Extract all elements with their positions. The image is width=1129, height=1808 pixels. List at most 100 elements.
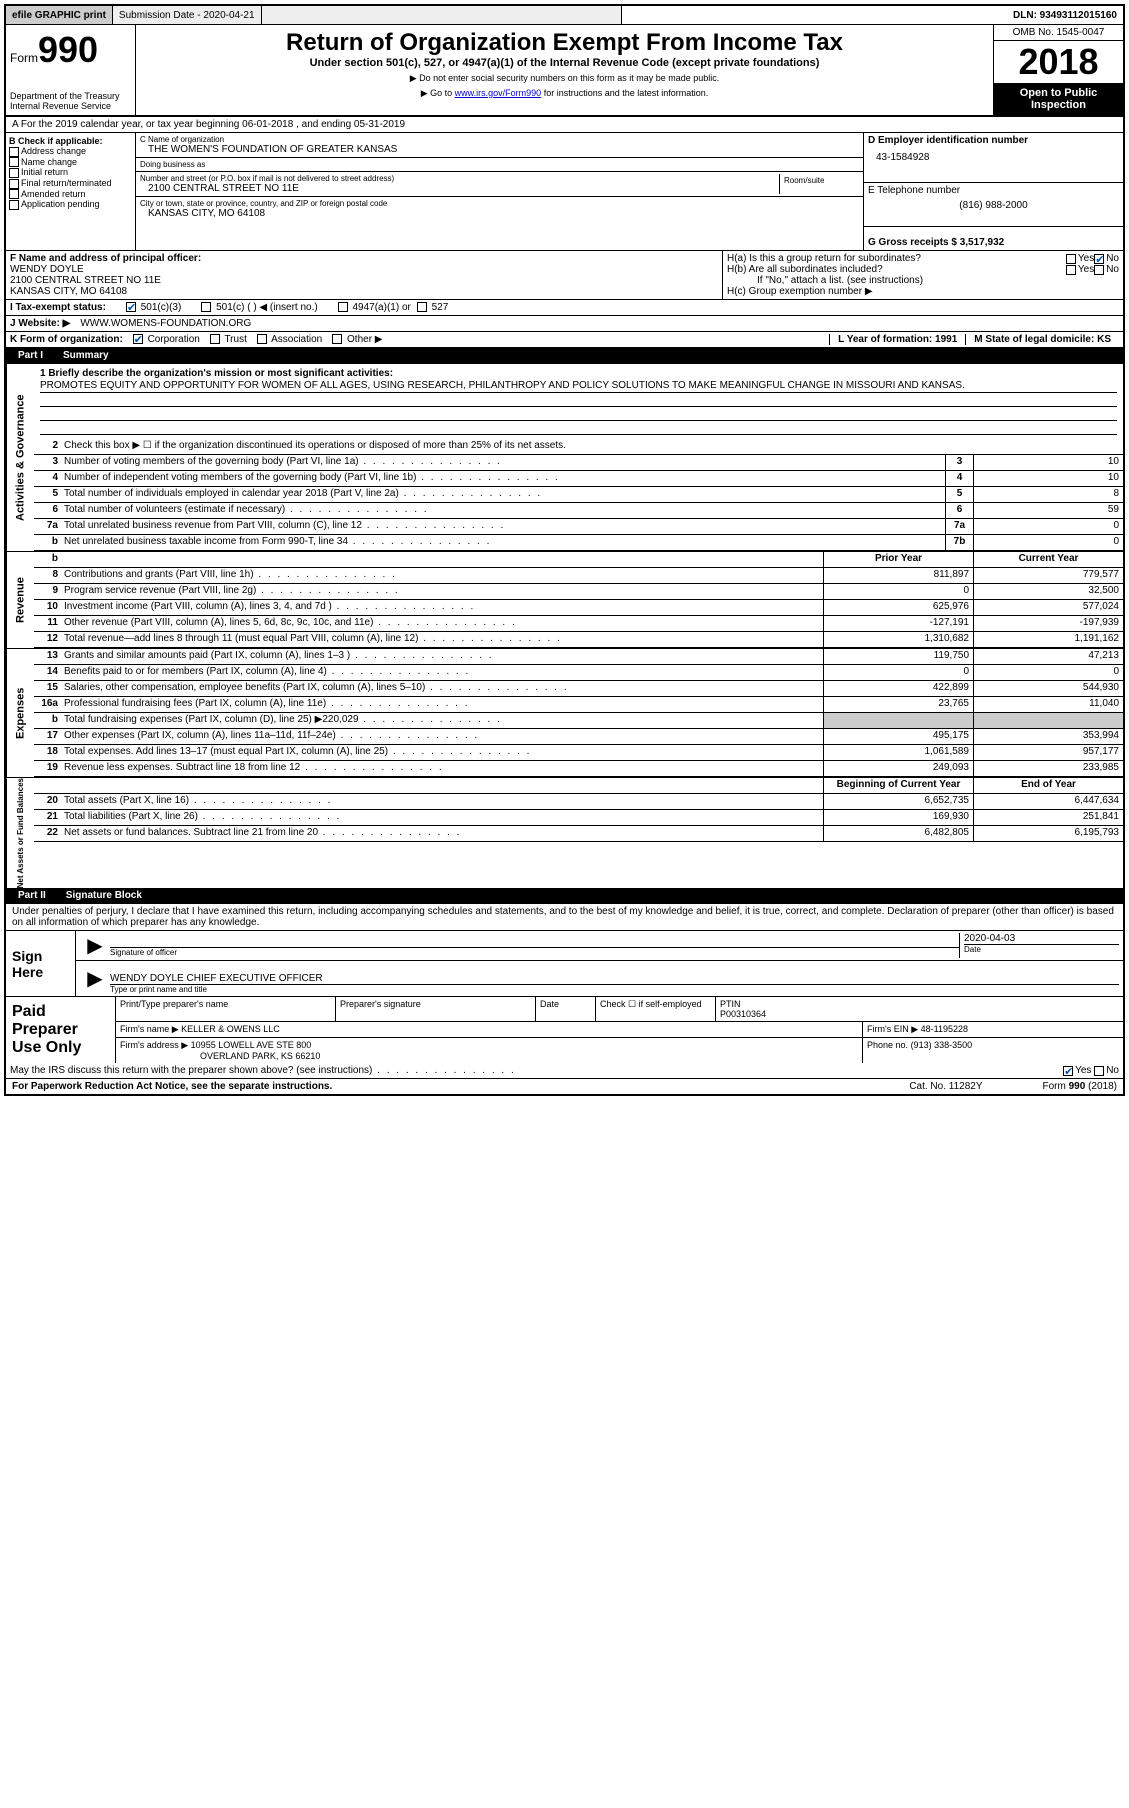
summary-row: 20 Total assets (Part X, line 16) 6,652,… [34, 794, 1123, 810]
summary-row: 21 Total liabilities (Part X, line 26) 1… [34, 810, 1123, 826]
officer-typed-name: WENDY DOYLE CHIEF EXECUTIVE OFFICER [110, 963, 1119, 984]
checkbox-501c[interactable] [201, 302, 211, 312]
cb-label: Name change [21, 157, 77, 167]
line-num: 10 [34, 600, 62, 615]
line-text: Program service revenue (Part VIII, line… [62, 584, 823, 599]
mission-blank [40, 393, 1117, 407]
summary-row: 16a Professional fundraising fees (Part … [34, 697, 1123, 713]
checkbox-application-pending[interactable] [9, 200, 19, 210]
checkbox-corporation[interactable] [133, 334, 143, 344]
line-num: 16a [34, 697, 62, 712]
line-value: 59 [973, 503, 1123, 518]
city-value: KANSAS CITY, MO 64108 [140, 208, 859, 219]
line-text: Check this box ▶ ☐ if the organization d… [62, 439, 1123, 454]
org-name: THE WOMEN'S FOUNDATION OF GREATER KANSAS [140, 144, 859, 155]
checkbox-4947[interactable] [338, 302, 348, 312]
line-value: 0 [973, 519, 1123, 534]
checkbox-501c3[interactable] [126, 302, 136, 312]
cb-label: Final return/terminated [21, 178, 112, 188]
ha-no[interactable] [1094, 254, 1104, 264]
efile-print-button[interactable]: efile GRAPHIC print [6, 6, 113, 24]
expenses-section: Expenses 13 Grants and similar amounts p… [6, 648, 1123, 777]
current-value: 6,447,634 [973, 794, 1123, 809]
line-text: Total number of individuals employed in … [62, 487, 945, 502]
prior-value: 23,765 [823, 697, 973, 712]
ha-yes[interactable] [1066, 254, 1076, 264]
checkbox-initial-return[interactable] [9, 168, 19, 178]
cb-label: Address change [21, 146, 86, 156]
prior-year-header: Prior Year [823, 552, 973, 567]
firm-ein-label: Firm's EIN ▶ [867, 1024, 918, 1034]
netassets-section: Net Assets or Fund Balances Beginning of… [6, 777, 1123, 888]
state-domicile: M State of legal domicile: KS [965, 334, 1119, 345]
checkbox-address-change[interactable] [9, 147, 19, 157]
cb-label: Application pending [21, 199, 100, 209]
current-value: 0 [973, 665, 1123, 680]
hb-no[interactable] [1094, 265, 1104, 275]
dba-label: Doing business as [140, 160, 859, 169]
hb-label: H(b) Are all subordinates included? [727, 264, 1066, 275]
checkbox-trust[interactable] [210, 334, 220, 344]
omb-number: OMB No. 1545-0047 [994, 25, 1123, 41]
discuss-yes[interactable] [1063, 1066, 1073, 1076]
line-num: 15 [34, 681, 62, 696]
sig-officer-label: Signature of officer [110, 947, 959, 957]
part2-label: Part II [6, 888, 58, 903]
line-text: Number of independent voting members of … [62, 471, 945, 486]
line-num: 8 [34, 568, 62, 583]
checkbox-amended-return[interactable] [9, 189, 19, 199]
checkbox-other[interactable] [332, 334, 342, 344]
part1-title: Summary [55, 348, 117, 363]
line-text: Revenue less expenses. Subtract line 18 … [62, 761, 823, 776]
current-value: 32,500 [973, 584, 1123, 599]
instructions-link[interactable]: www.irs.gov/Form990 [455, 88, 542, 98]
summary-row: 22 Net assets or fund balances. Subtract… [34, 826, 1123, 842]
summary-row: b Net unrelated business taxable income … [34, 535, 1123, 551]
footer-right: Form 990 (2018) [1043, 1081, 1117, 1092]
prior-value: -127,191 [823, 616, 973, 631]
top-toolbar: efile GRAPHIC print Submission Date - 20… [6, 6, 1123, 25]
opt-4947: 4947(a)(1) or [352, 302, 410, 313]
line-text: Other expenses (Part IX, column (A), lin… [62, 729, 823, 744]
current-value: 544,930 [973, 681, 1123, 696]
city-label: City or town, state or province, country… [140, 199, 859, 208]
checkbox-527[interactable] [417, 302, 427, 312]
line-num: 9 [34, 584, 62, 599]
type-name-label: Type or print name and title [110, 984, 1119, 994]
line-num: 6 [34, 503, 62, 518]
hb-yes[interactable] [1066, 265, 1076, 275]
org-name-label: C Name of organization [140, 135, 859, 144]
ein-label: D Employer identification number [868, 135, 1119, 146]
paid-preparer-block: Paid Preparer Use Only Print/Type prepar… [6, 996, 1123, 1063]
checkbox-name-change[interactable] [9, 157, 19, 167]
summary-row: 5 Total number of individuals employed i… [34, 487, 1123, 503]
checkbox-association[interactable] [257, 334, 267, 344]
summary-row: 12 Total revenue—add lines 8 through 11 … [34, 632, 1123, 648]
form-label: Form [10, 51, 38, 65]
opt-527: 527 [432, 302, 449, 313]
line-text: Number of voting members of the governin… [62, 455, 945, 470]
expenses-side-label: Expenses [6, 649, 34, 777]
blank [34, 778, 62, 793]
line-text: Total expenses. Add lines 13–17 (must eq… [62, 745, 823, 760]
opt-501c: 501(c) ( ) ◀ (insert no.) [216, 302, 318, 313]
cb-label: Amended return [21, 189, 86, 199]
line-num: b [34, 713, 62, 728]
form-number: 990 [38, 29, 98, 70]
declaration-text: Under penalties of perjury, I declare th… [6, 904, 1123, 930]
tax-status-label: I Tax-exempt status: [10, 302, 106, 313]
line-num: 20 [34, 794, 62, 809]
line-num: 3 [34, 455, 62, 470]
addr-label: Number and street (or P.O. box if mail i… [140, 174, 779, 183]
line-text: Salaries, other compensation, employee b… [62, 681, 823, 696]
revenue-section: Revenue b Prior Year Current Year 8 Cont… [6, 551, 1123, 648]
ptin-value: P00310364 [720, 1009, 1119, 1019]
checkbox-final-return[interactable] [9, 179, 19, 189]
part1-header: Part I Summary [6, 348, 1123, 364]
officer-label: F Name and address of principal officer: [10, 253, 718, 264]
hc-label: H(c) Group exemption number ▶ [727, 286, 1119, 297]
discuss-no[interactable] [1094, 1066, 1104, 1076]
summary-row: 14 Benefits paid to or for members (Part… [34, 665, 1123, 681]
sign-here-label: Sign Here [6, 931, 76, 996]
summary-row: 7a Total unrelated business revenue from… [34, 519, 1123, 535]
